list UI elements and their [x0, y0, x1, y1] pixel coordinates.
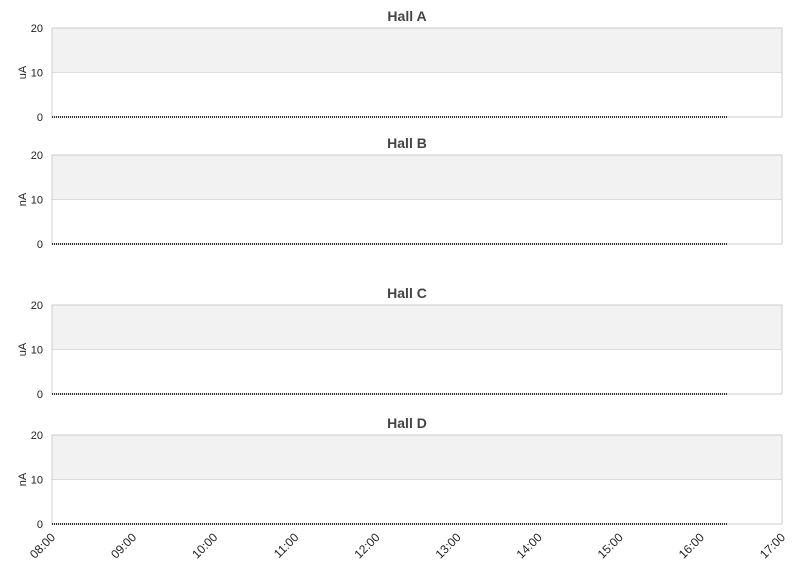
x-tick-0800: 08:00 — [27, 530, 58, 561]
chart-title-hall-c: Hall C — [387, 285, 427, 301]
x-tick-1300: 13:00 — [433, 530, 464, 561]
band-hall-b — [52, 155, 782, 200]
x-tick-1200: 12:00 — [351, 530, 382, 561]
band-hall-d — [52, 435, 782, 480]
y-tick-hall-b-0: 0 — [37, 239, 43, 251]
y-tick-hall-a-0: 0 — [37, 112, 43, 124]
y-tick-hall-b-10: 10 — [31, 195, 43, 207]
y-tick-hall-c-10: 10 — [31, 345, 43, 357]
x-tick-1100: 11:00 — [271, 530, 302, 561]
y-tick-hall-d-10: 10 — [31, 475, 43, 487]
y-tick-hall-c-20: 20 — [31, 300, 43, 312]
band-hall-c — [52, 305, 782, 350]
y-tick-hall-d-20: 20 — [31, 430, 43, 442]
y-axis-label-hall-b: nA — [17, 192, 29, 206]
band-hall-a — [52, 28, 782, 73]
y-tick-hall-a-20: 20 — [31, 23, 43, 35]
y-tick-hall-c-0: 0 — [37, 389, 43, 401]
y-tick-hall-d-0: 0 — [37, 519, 43, 531]
x-tick-1400: 14:00 — [514, 530, 545, 561]
chart-title-hall-a: Hall A — [387, 8, 426, 24]
y-axis-label-hall-c: uA — [17, 342, 29, 356]
y-axis-label-hall-a: uA — [17, 65, 29, 79]
y-tick-hall-a-10: 10 — [31, 68, 43, 80]
x-tick-1000: 10:00 — [189, 530, 220, 561]
y-tick-hall-b-20: 20 — [31, 150, 43, 162]
chart-title-hall-d: Hall D — [387, 415, 427, 431]
x-tick-1600: 16:00 — [676, 530, 707, 561]
y-axis-label-hall-d: nA — [17, 472, 29, 486]
x-tick-1700: 17:00 — [757, 530, 788, 561]
x-tick-1500: 15:00 — [595, 530, 626, 561]
x-tick-0900: 09:00 — [108, 530, 139, 561]
chart-title-hall-b: Hall B — [387, 135, 427, 151]
